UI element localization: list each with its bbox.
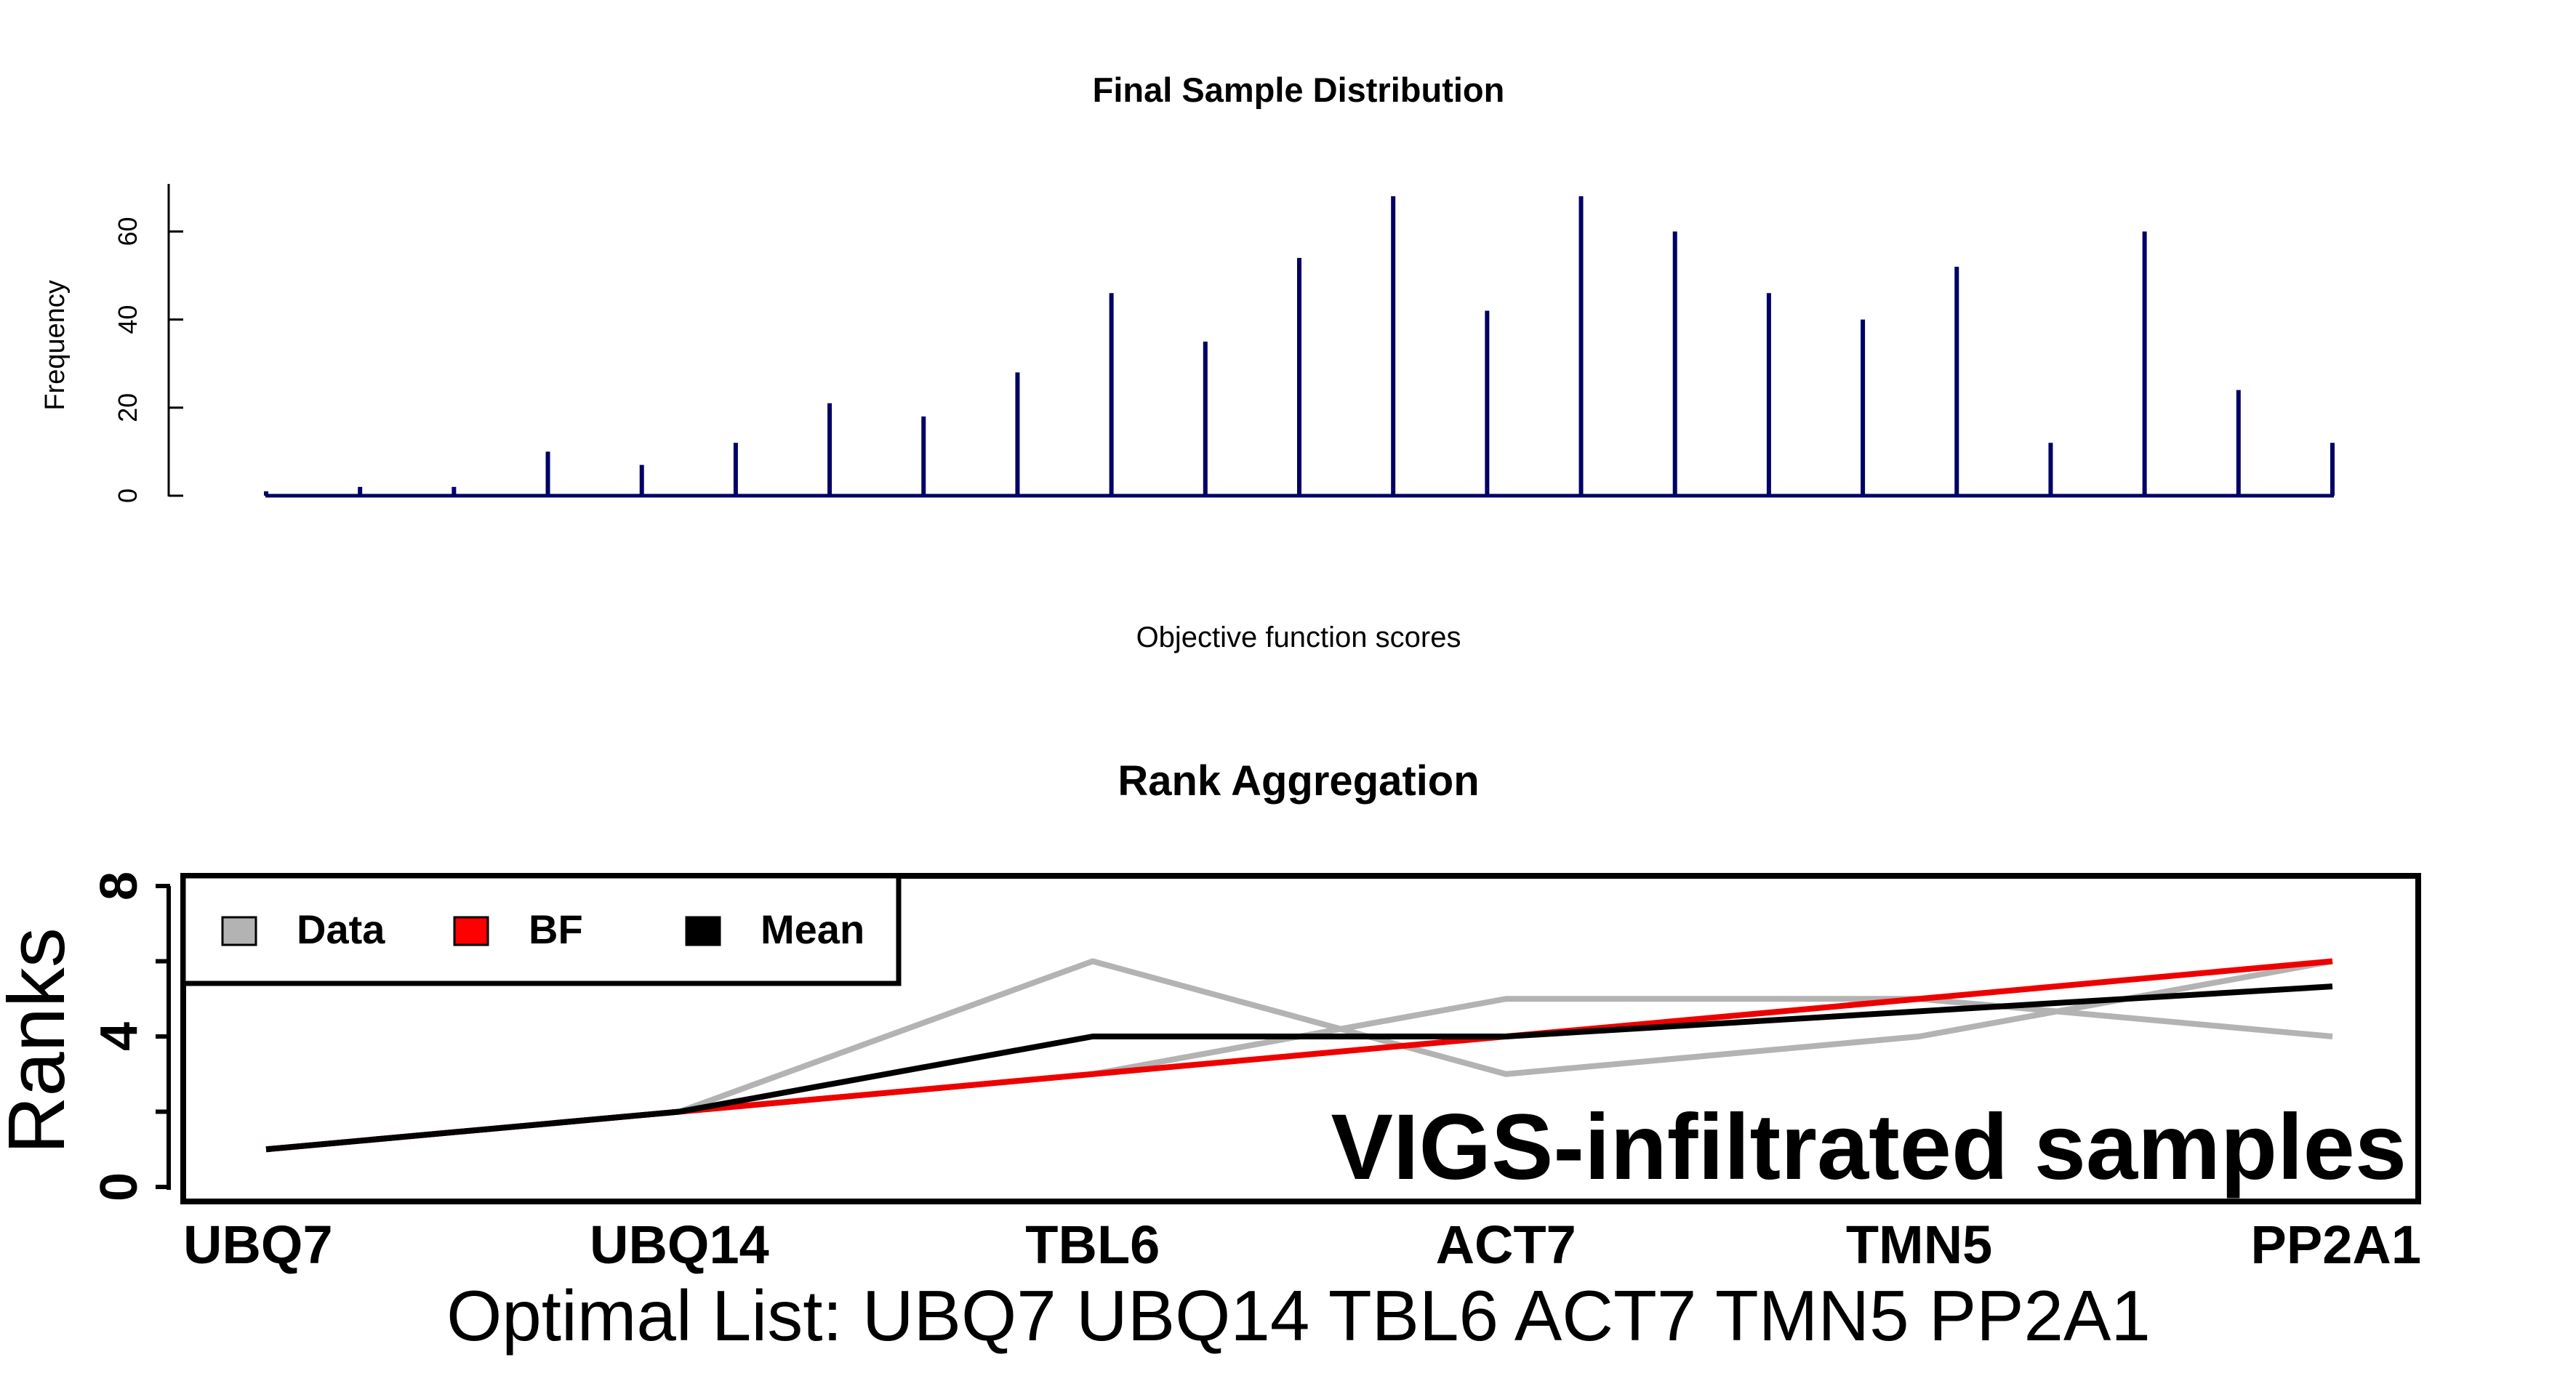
rank-legend: Data BF Mean [180, 873, 902, 986]
legend-swatch-data [221, 916, 257, 946]
rank-y-tick-label: 8 [90, 871, 148, 901]
histogram-panel: Final Sample Distribution Frequency Obje… [40, 71, 2335, 653]
histogram-bars [264, 196, 2335, 496]
histogram-y-tick-label: 20 [113, 393, 143, 422]
histogram-y-tick-label: 0 [113, 488, 143, 503]
rank-y-tick-label: 0 [90, 1172, 148, 1201]
rank-x-tick-label: TMN5 [1846, 1215, 1992, 1275]
rank-y-ticks: 0 4 8 [90, 871, 170, 1201]
rank-x-tick-label: ACT7 [1436, 1215, 1576, 1275]
histogram-y-ticks: 0 20 40 60 [113, 217, 183, 503]
rank-line-mean [265, 983, 2333, 1153]
rank-x-tick-label: TBL6 [1025, 1215, 1160, 1275]
legend-box [180, 873, 902, 986]
histogram-title: Final Sample Distribution [1093, 71, 1505, 109]
legend-label-bf: BF [529, 906, 583, 952]
rank-panel: Rank Aggregation Ranks 0 4 8 VIGS-infiltra… [0, 757, 2421, 1356]
rank-lines [265, 958, 2333, 1153]
optimal-list-footer: Optimal List: UBQ7 UBQ14 TBL6 ACT7 TMN5 … [446, 1276, 2151, 1356]
legend-label-data: Data [297, 906, 385, 952]
histogram-y-tick-label: 60 [113, 217, 143, 246]
rank-annotation: VIGS-infiltrated samples [1331, 1095, 2407, 1199]
legend-swatch-mean [685, 916, 721, 946]
histogram-y-tick-label: 40 [113, 305, 143, 334]
rank-title: Rank Aggregation [1118, 757, 1479, 805]
rank-x-tick-label: UBQ7 [183, 1215, 333, 1275]
legend-swatch-bf [453, 916, 489, 946]
rank-x-tick-label: UBQ14 [590, 1215, 769, 1275]
rank-y-tick-label: 4 [90, 1022, 148, 1051]
histogram-x-label: Objective function scores [1136, 621, 1461, 653]
rank-x-tick-label: PP2A1 [2251, 1215, 2421, 1275]
rank-x-tick-labels: UBQ7 UBQ14 TBL6 ACT7 TMN5 PP2A1 [183, 1215, 2421, 1275]
histogram-y-label: Frequency [40, 280, 71, 411]
rank-plot-frame [180, 873, 2421, 1204]
rank-y-label: Ranks [0, 927, 81, 1154]
legend-label-mean: Mean [761, 906, 864, 952]
